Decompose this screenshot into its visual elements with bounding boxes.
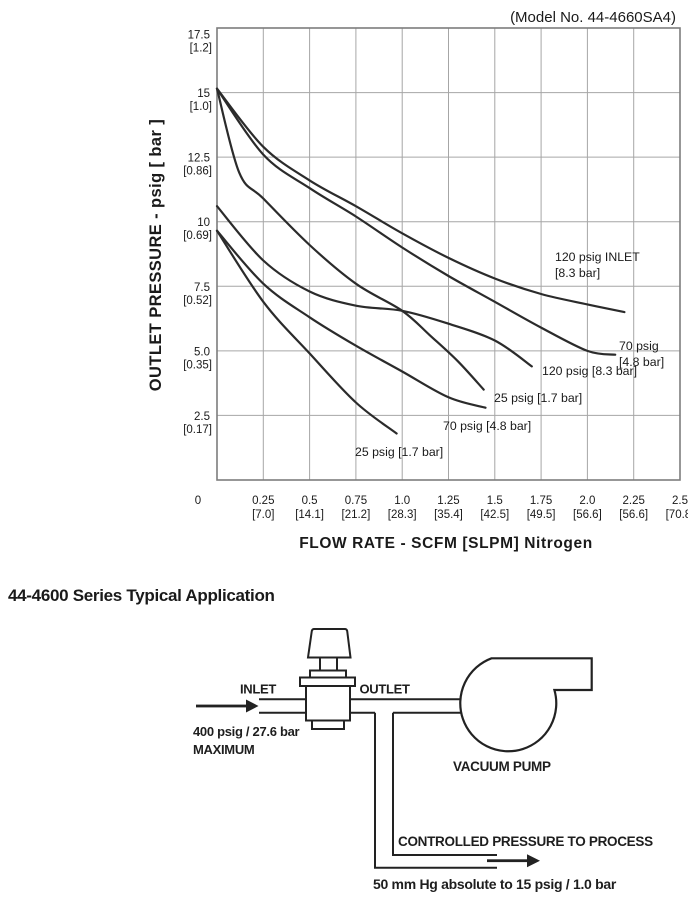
application-diagram: INLET OUTLET 400 psig / 27.6 bar MAXIMUM…	[193, 628, 653, 892]
flow-curve	[215, 229, 398, 435]
process-label: CONTROLLED PRESSURE TO PROCESS	[398, 834, 653, 849]
y-tick-sublabel: [1.2]	[190, 43, 212, 55]
regulator-body	[305, 685, 351, 722]
flow-curve	[215, 229, 487, 409]
regulator-bottom-flange	[311, 719, 345, 730]
regulator-stem	[319, 656, 338, 672]
flow-curve	[215, 87, 617, 356]
curve-label: 25 psig [1.7 bar]	[355, 445, 443, 459]
max-pressure-line2: MAXIMUM	[193, 742, 254, 757]
inlet-arrow-head	[246, 699, 259, 713]
branch-pipe-inner	[392, 712, 497, 856]
y-tick-sublabel: [0.86]	[183, 166, 212, 178]
outlet-label: OUTLET	[360, 682, 411, 697]
x-tick-sublabel: [42.5]	[480, 509, 509, 521]
regulator-knob	[306, 628, 352, 659]
range-label: 50 mm Hg absolute to 15 psig / 1.0 bar	[373, 876, 617, 892]
y-tick-label: 7.5	[194, 282, 210, 294]
regulator-bonnet-flange	[299, 676, 356, 687]
x-axis-title: FLOW RATE - SCFM [SLPM] Nitrogen	[299, 535, 593, 552]
x-tick-label: 2.0	[579, 495, 595, 507]
x-tick-sublabel: [56.6]	[619, 509, 648, 521]
x-tick-label: 0.25	[252, 495, 274, 507]
curve-label: 120 psig INLET	[555, 250, 640, 264]
plot-border	[216, 27, 681, 481]
y-tick-label: 10	[197, 217, 210, 229]
x-tick-label: 1.5	[487, 495, 503, 507]
x-tick-label: 2.5	[672, 495, 688, 507]
inlet-label: INLET	[240, 682, 276, 697]
process-arrow-shaft	[487, 859, 528, 863]
x-tick-sublabel: [21.2]	[342, 509, 371, 521]
x-tick-label: 0.5	[302, 495, 318, 507]
y-tick-sublabel: [0.52]	[183, 295, 212, 307]
x-tick-sublabel: [28.3]	[388, 509, 417, 521]
x-tick-sublabel: [7.0]	[252, 509, 274, 521]
x-tick-sublabel: [14.1]	[295, 509, 324, 521]
curve-label: 25 psig [1.7 bar]	[494, 391, 582, 405]
y-tick-sublabel: [0.17]	[183, 424, 212, 436]
branch-pipe-outer	[374, 712, 497, 869]
y-tick-label: 12.5	[188, 153, 210, 165]
curve-label: 70 psig [4.8 bar]	[443, 419, 531, 433]
y-tick-sublabel: [0.35]	[183, 359, 212, 371]
flow-curve	[215, 87, 485, 391]
process-arrow-head	[527, 854, 540, 868]
y-tick-sublabel: [0.69]	[183, 230, 212, 242]
x-tick-label: 0	[195, 495, 201, 507]
x-tick-label: 1.75	[530, 495, 552, 507]
curve-label: [8.3 bar]	[555, 266, 600, 280]
x-tick-label: 1.25	[437, 495, 459, 507]
pipe-lines	[259, 698, 497, 869]
section-title: 44-4600 Series Typical Application	[8, 586, 275, 605]
x-tick-label: 2.25	[623, 495, 645, 507]
x-tick-label: 1.0	[394, 495, 410, 507]
flow-curve	[215, 205, 533, 368]
x-tick-sublabel: [56.6]	[573, 509, 602, 521]
y-tick-sublabel: [1.0]	[190, 101, 212, 113]
curve-label: [4.8 bar]	[619, 355, 664, 369]
y-tick-label: 2.5	[194, 411, 210, 423]
y-tick-label: 17.5	[188, 30, 210, 42]
flow-curve	[215, 87, 626, 314]
flow-chart: 120 psig INLET [8.3 bar] 70 psig [4.8 bar] 2…	[147, 9, 688, 552]
y-tick-label: 15	[197, 88, 210, 100]
x-tick-label: 0.75	[345, 495, 367, 507]
x-tick-sublabel: [70.8]	[666, 509, 688, 521]
y-axis-title: OUTLET PRESSURE - psig [ bar ]	[147, 119, 165, 391]
regulator-upper-flange	[309, 669, 347, 679]
vacuum-pump-symbol	[459, 657, 593, 753]
y-tick-label: 5.0	[194, 346, 210, 358]
vacuum-pump-label: VACUUM PUMP	[453, 759, 551, 774]
max-pressure-line1: 400 psig / 27.6 bar	[193, 724, 300, 739]
inlet-arrow-shaft	[196, 704, 247, 708]
regulator-symbol	[299, 628, 356, 730]
x-tick-sublabel: [49.5]	[527, 509, 556, 521]
curve-label: 120 psig [8.3 bar]	[542, 364, 637, 378]
x-tick-sublabel: [35.4]	[434, 509, 463, 521]
curve-label: 70 psig	[619, 339, 659, 353]
chart-title: (Model No. 44-4660SA4)	[510, 9, 676, 26]
